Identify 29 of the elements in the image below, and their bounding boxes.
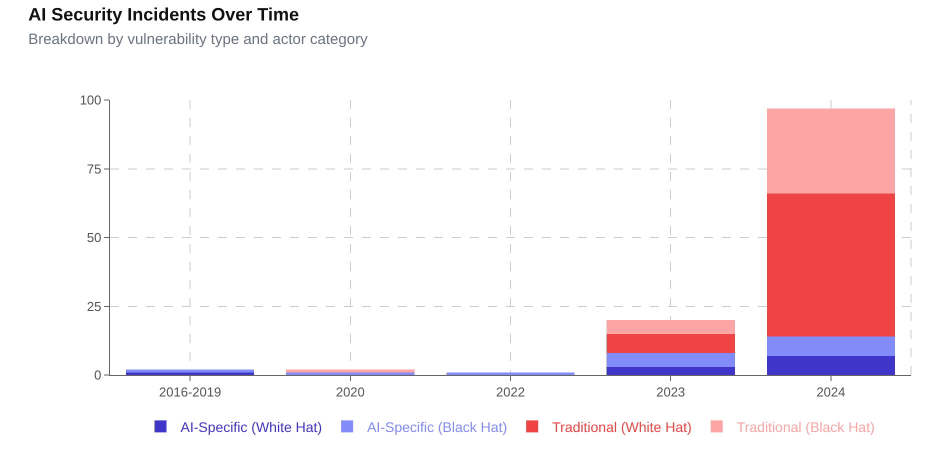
chart-subtitle: Breakdown by vulnerability type and actor category bbox=[28, 30, 368, 48]
bar bbox=[126, 370, 254, 372]
y-tick-label: 0 bbox=[94, 368, 102, 383]
bar bbox=[606, 334, 735, 353]
bar bbox=[606, 366, 735, 375]
bar bbox=[446, 372, 575, 375]
legend-label: Traditional (White Hat) bbox=[552, 418, 692, 435]
bar bbox=[766, 356, 895, 375]
chart-title: AI Security Incidents Over Time bbox=[28, 4, 299, 24]
bar bbox=[606, 353, 735, 367]
bar bbox=[766, 194, 895, 336]
legend-label: AI-Specific (White Hat) bbox=[180, 418, 322, 435]
bar bbox=[766, 108, 895, 194]
x-tick-label: 2023 bbox=[656, 384, 686, 400]
legend-label: Traditional (Black Hat) bbox=[736, 418, 875, 435]
y-tick-label: 75 bbox=[86, 161, 102, 176]
legend-label: AI-Specific (Black Hat) bbox=[367, 418, 508, 435]
y-tick-label: 50 bbox=[86, 230, 102, 246]
y-tick-label: 100 bbox=[80, 92, 102, 108]
x-tick-label: 2022 bbox=[496, 384, 525, 400]
bar bbox=[126, 372, 254, 375]
bar bbox=[606, 320, 735, 334]
x-tick-label: 2016-2019 bbox=[159, 384, 222, 400]
bar bbox=[286, 370, 414, 372]
x-tick-label: 2024 bbox=[816, 384, 846, 400]
bar bbox=[766, 336, 895, 356]
y-tick-label: 25 bbox=[86, 298, 102, 314]
x-tick-label: 2020 bbox=[336, 384, 365, 400]
bar bbox=[286, 372, 414, 375]
